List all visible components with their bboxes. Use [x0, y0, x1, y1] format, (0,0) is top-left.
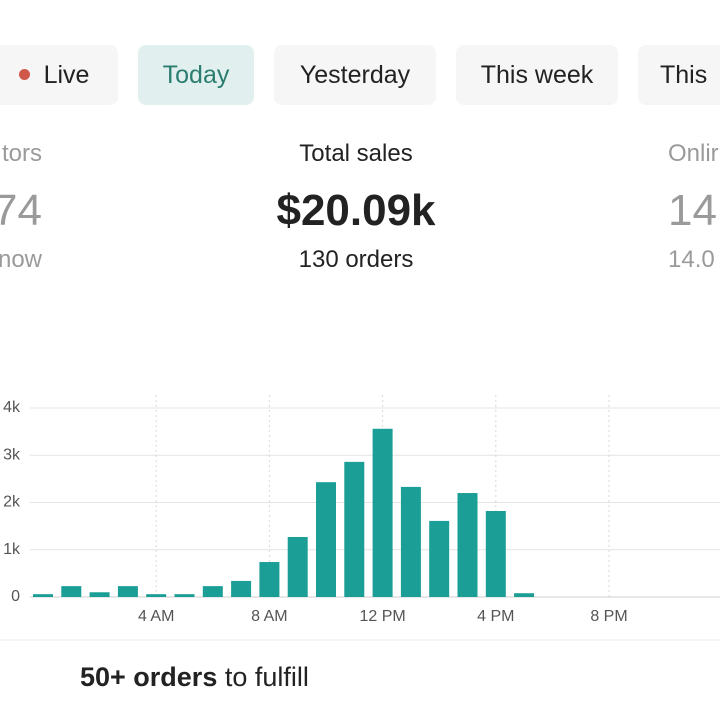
- bar: [514, 593, 535, 597]
- x-tick-label: 4 AM: [138, 608, 174, 625]
- y-tick-label: 2k: [3, 494, 21, 511]
- bar: [61, 586, 82, 597]
- x-tick-label: 4 PM: [477, 608, 514, 625]
- tab-label: This week: [480, 61, 594, 89]
- tab-live[interactable]: Live: [0, 45, 118, 105]
- x-tick-label: 12 PM: [359, 608, 405, 625]
- x-tick-label: 8 PM: [590, 608, 627, 625]
- footer-bold: 50+ orders: [80, 662, 218, 692]
- bar: [400, 486, 421, 597]
- bar: [259, 562, 280, 597]
- tab-label: Today: [162, 61, 230, 89]
- tab-yesterday[interactable]: Yesterday: [274, 45, 436, 105]
- footer-text: to fulfill: [224, 662, 309, 692]
- y-tick-label: 0: [11, 588, 20, 605]
- bar: [485, 511, 506, 597]
- bar: [344, 461, 365, 597]
- bar: [457, 493, 478, 597]
- bar: [372, 428, 393, 597]
- tab-label: Yesterday: [299, 61, 411, 89]
- stat[interactable]: Onlir 14 14.0: [668, 140, 720, 282]
- footer[interactable]: 50+ orders to fulfill: [80, 662, 309, 693]
- stat-value: 74: [0, 186, 42, 235]
- x-tick-label: 8 AM: [251, 608, 287, 625]
- tab-label: This: [660, 61, 708, 89]
- stat-value: $20.09k: [276, 186, 436, 235]
- stat[interactable]: tors 74 now: [0, 140, 42, 282]
- stat[interactable]: Total sales $20.09k 130 orders: [206, 140, 506, 282]
- tab-label: Live: [43, 61, 90, 89]
- bar: [146, 594, 167, 597]
- bar: [231, 580, 252, 597]
- bar: [202, 586, 223, 597]
- bar: [117, 586, 138, 597]
- tab-today[interactable]: Today: [138, 45, 254, 105]
- bar: [287, 536, 308, 597]
- bar: [33, 594, 53, 597]
- bar: [316, 482, 336, 597]
- stat-sub: now: [0, 246, 42, 273]
- y-tick-label: 4k: [3, 399, 21, 416]
- bar: [89, 592, 110, 597]
- stat-value: 14: [668, 186, 717, 235]
- y-tick-label: 1k: [3, 541, 21, 558]
- stat-label: Onlir: [668, 140, 719, 167]
- y-tick-label: 3k: [3, 446, 21, 463]
- bar: [174, 594, 195, 597]
- stat-label: Total sales: [299, 140, 413, 167]
- tab-more[interactable]: This: [638, 45, 720, 105]
- stat-label: tors: [1, 140, 42, 167]
- tab-week[interactable]: This week: [456, 45, 618, 105]
- live-dot: [18, 68, 30, 80]
- stat-sub: 14.0: [668, 246, 715, 273]
- bar: [429, 520, 450, 597]
- stat-sub: 130 orders: [298, 246, 414, 273]
